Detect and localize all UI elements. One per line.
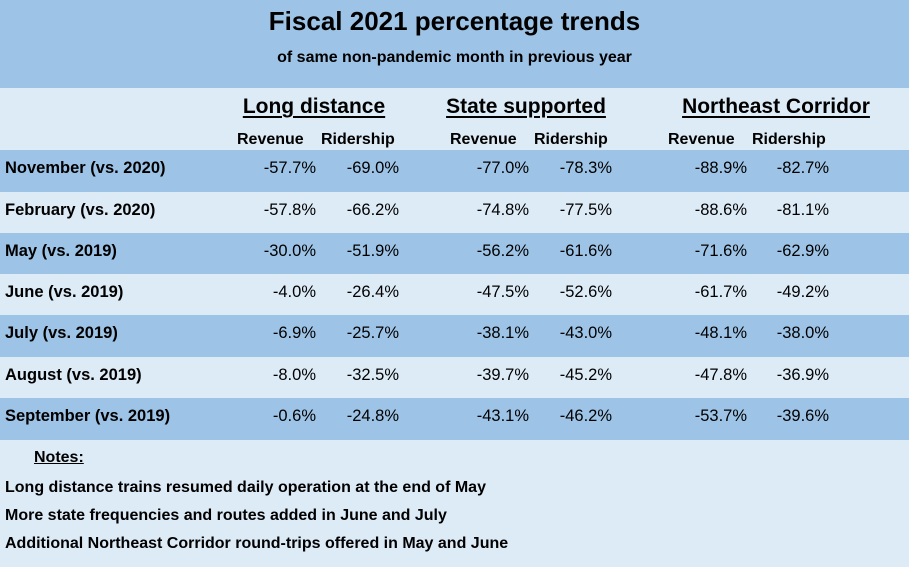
table-cell: -53.7% [694, 407, 747, 425]
table-cell: -4.0% [272, 283, 316, 301]
table-cell: -57.7% [263, 159, 316, 177]
table-cell: -32.5% [346, 366, 399, 384]
group-header: Long distance [242, 95, 386, 118]
table-cell: -61.7% [694, 283, 747, 301]
table-row [0, 315, 909, 357]
column-header: Revenue [668, 131, 735, 148]
table-row [0, 398, 909, 440]
table-cell: -56.2% [476, 242, 529, 260]
header-band [0, 0, 909, 88]
column-header: Ridership [752, 131, 826, 148]
notes-heading: Notes: [34, 449, 84, 466]
table-row [0, 150, 909, 192]
table-row [0, 274, 909, 315]
table-cell: -49.2% [776, 283, 829, 301]
note-item: More state frequencies and routes added … [5, 507, 447, 524]
table-cell: -26.4% [346, 283, 399, 301]
table-cell: -36.9% [776, 366, 829, 384]
row-label: June (vs. 2019) [5, 283, 124, 301]
table-cell: -39.6% [776, 407, 829, 425]
table-cell: -69.0% [346, 159, 399, 177]
note-item: Additional Northeast Corridor round-trip… [5, 535, 509, 552]
row-label: September (vs. 2019) [5, 407, 171, 425]
row-label: August (vs. 2019) [5, 366, 142, 384]
column-header: Ridership [321, 131, 395, 148]
table-cell: -39.7% [476, 366, 529, 384]
table-cell: -57.8% [263, 201, 316, 219]
column-header: Revenue [237, 131, 304, 148]
row-label: May (vs. 2019) [5, 242, 117, 260]
table-cell: -47.8% [694, 366, 747, 384]
table-cell: -8.0% [272, 366, 316, 384]
table-cell: -82.7% [776, 159, 829, 177]
column-header: Revenue [450, 131, 517, 148]
table-cell: -43.0% [559, 324, 612, 342]
table-cell: -78.3% [559, 159, 612, 177]
table-cell: -61.6% [559, 242, 612, 260]
table-cell: -88.9% [694, 159, 747, 177]
row-label: July (vs. 2019) [5, 324, 118, 342]
table-cell: -52.6% [559, 283, 612, 301]
table-cell: -38.1% [476, 324, 529, 342]
table-cell: -62.9% [776, 242, 829, 260]
table-cell: -0.6% [272, 407, 316, 425]
table-row [0, 233, 909, 274]
table-cell: -47.5% [476, 283, 529, 301]
page-title: Fiscal 2021 percentage trends [268, 6, 641, 36]
table-cell: -74.8% [476, 201, 529, 219]
page-subtitle: of same non-pandemic month in previous y… [277, 49, 632, 66]
group-header: State supported [446, 95, 606, 118]
table-cell: -43.1% [476, 407, 529, 425]
table-cell: -81.1% [776, 201, 829, 219]
note-item: Long distance trains resumed daily opera… [5, 479, 486, 496]
row-label: November (vs. 2020) [5, 159, 166, 177]
row-label: February (vs. 2020) [5, 201, 156, 219]
table-cell: -51.9% [346, 242, 399, 260]
table-cell: -77.0% [476, 159, 529, 177]
table-cell: -48.1% [694, 324, 747, 342]
table-row [0, 192, 909, 233]
column-header: Ridership [534, 131, 608, 148]
table-cell: -46.2% [559, 407, 612, 425]
table-cell: -88.6% [694, 201, 747, 219]
table-cell: -25.7% [346, 324, 399, 342]
table-cell: -6.9% [272, 324, 316, 342]
table-cell: -38.0% [776, 324, 829, 342]
table-row [0, 357, 909, 398]
table-cell: -24.8% [346, 407, 399, 425]
table-cell: -45.2% [559, 366, 612, 384]
table-cell: -66.2% [346, 201, 399, 219]
table-cell: -71.6% [694, 242, 747, 260]
table-cell: -30.0% [263, 242, 316, 260]
table-cell: -77.5% [559, 201, 612, 219]
group-header: Northeast Corridor [682, 95, 870, 118]
